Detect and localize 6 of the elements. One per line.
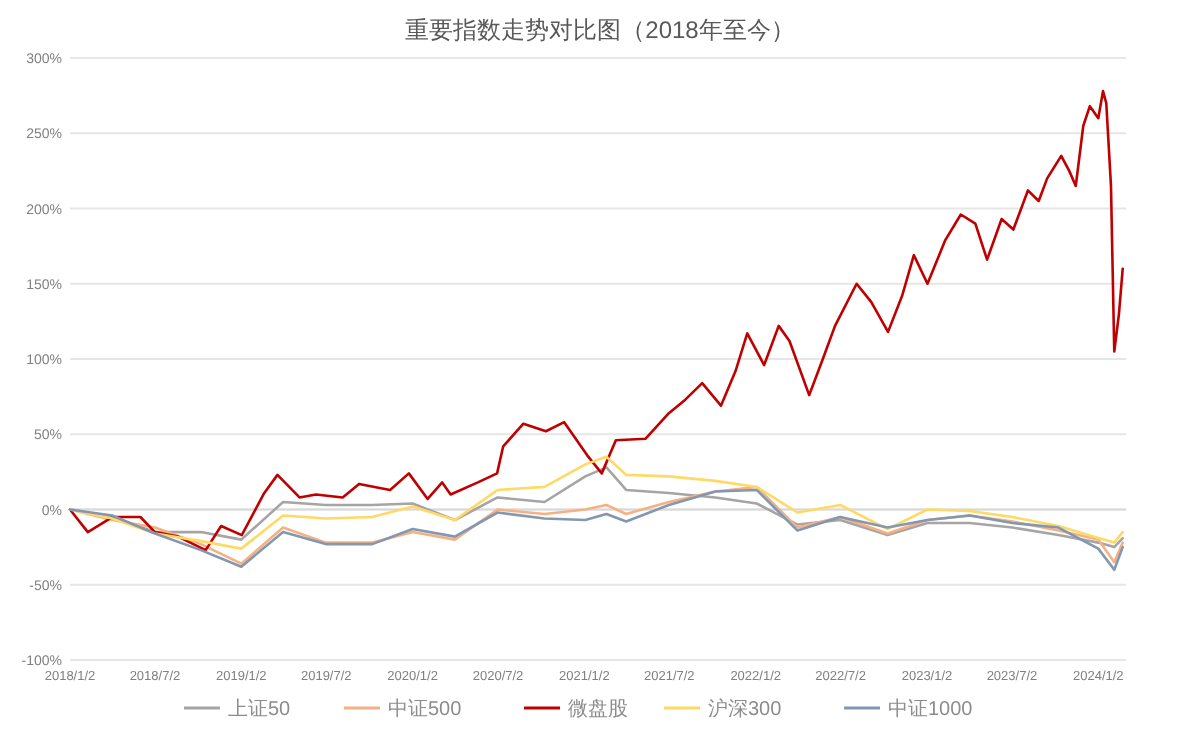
- legend-label: 中证1000: [888, 697, 974, 721]
- legend-label: 中证500: [388, 697, 463, 721]
- legend-label: 微盘股: [568, 697, 628, 721]
- chart-title: 重要指数走势对比图（2018年至今）: [405, 16, 795, 44]
- legend-label: 沪深300: [708, 697, 783, 721]
- legend-label: 上证50: [228, 697, 292, 721]
